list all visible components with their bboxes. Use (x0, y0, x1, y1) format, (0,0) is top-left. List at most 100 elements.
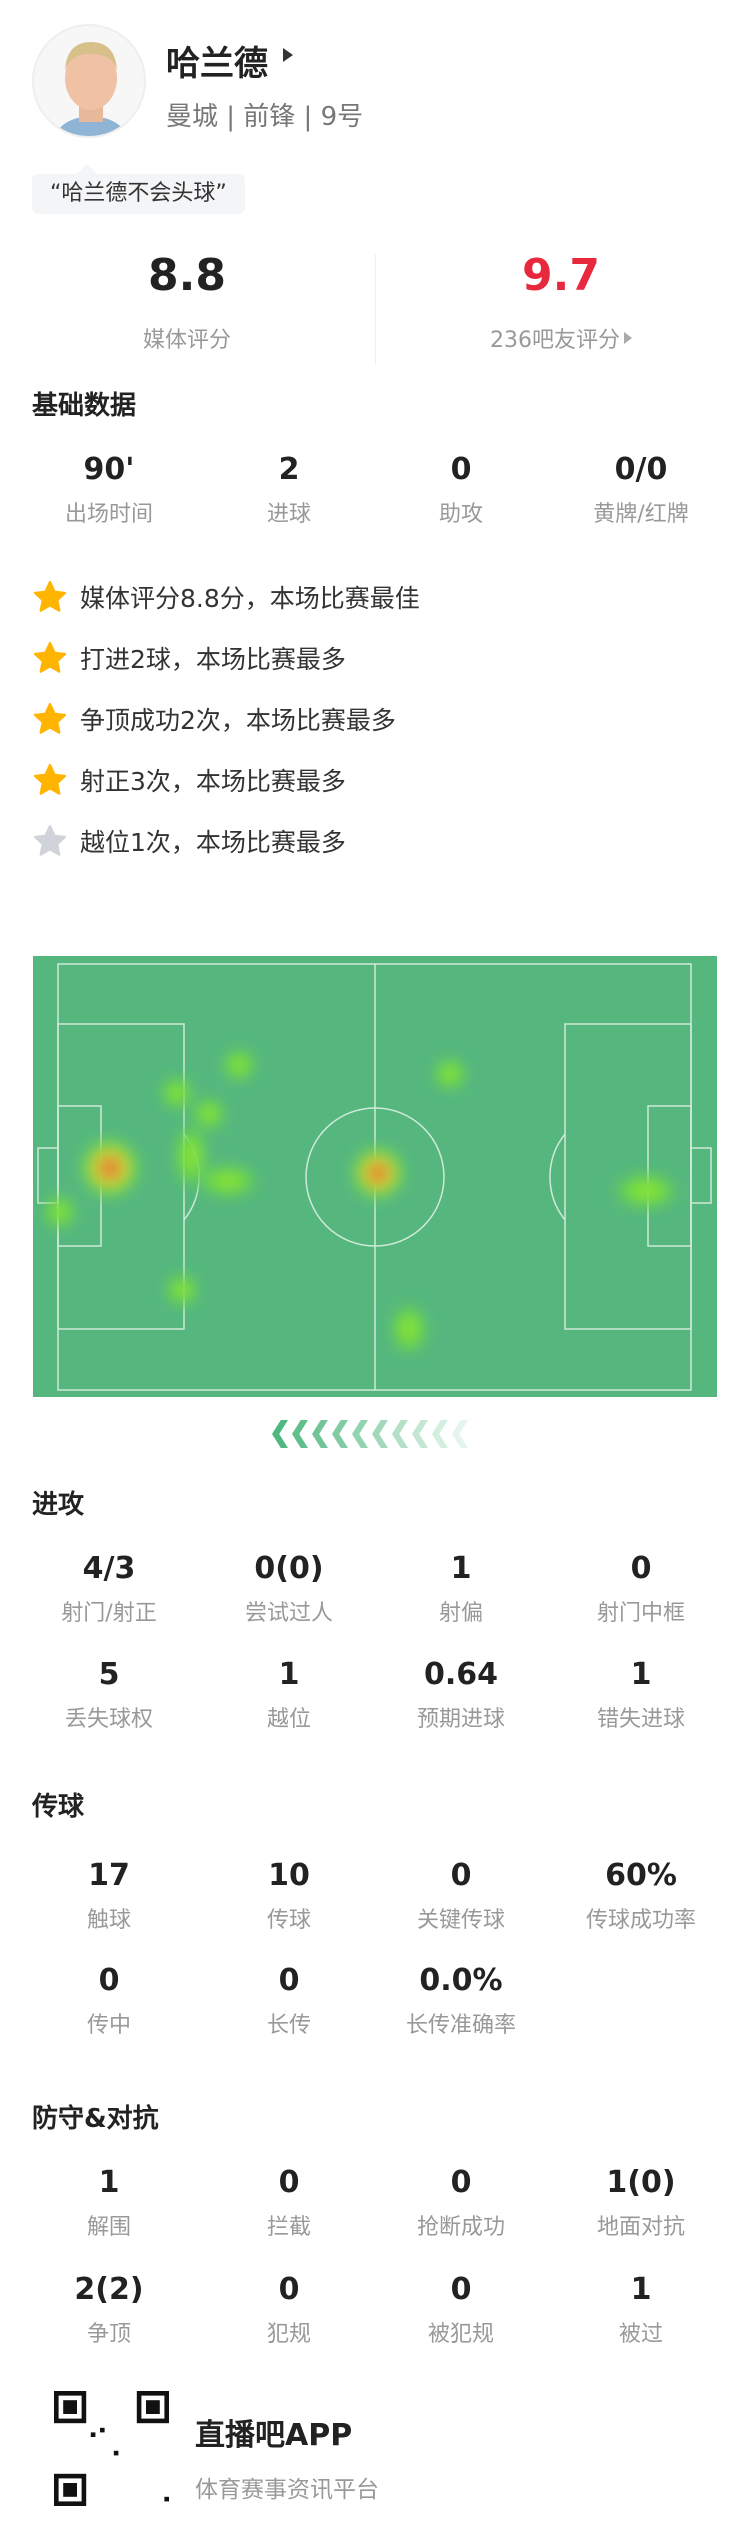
stat-value: 0.64 (423, 1657, 499, 1692)
stat-value: 0 (278, 2165, 300, 2200)
stat-label: 传球 (266, 1908, 311, 1933)
star-gold-icon (33, 702, 67, 734)
player-info: 曼城 | 前锋 | 9号 (166, 102, 364, 132)
stat-value: 0 (278, 2272, 300, 2307)
chevron-left-icon (372, 1420, 388, 1448)
media-rating: 8.8 (148, 250, 226, 301)
stat-value: 1 (450, 1551, 472, 1586)
star-silver-icon (33, 824, 67, 856)
stat-label: 长传 (266, 2013, 311, 2038)
highlight-item: 打进2球，本场比赛最多 (32, 640, 346, 676)
stat-value: 2 (278, 452, 300, 487)
chevron-left-icon (272, 1420, 288, 1448)
stat-value: 0 (450, 452, 472, 487)
chevron-left-icon (452, 1420, 468, 1448)
stat-value: 0 (450, 2272, 472, 2307)
chevron-left-icon (412, 1420, 428, 1448)
stat-value: 0 (278, 1963, 300, 1998)
stat-label: 射偏 (438, 1601, 483, 1626)
star-gold-icon (33, 763, 67, 795)
stat-label: 黄牌/红牌 (593, 502, 689, 527)
stat-label: 争顶 (86, 2322, 131, 2347)
stat-label: 射门中框 (596, 1601, 685, 1626)
highlight-item: 媒体评分8.8分，本场比赛最佳 (32, 579, 420, 615)
divider (375, 254, 376, 364)
stat-label: 丢失球权 (64, 1707, 153, 1732)
stat-label: 传中 (86, 2013, 131, 2038)
star-gold-icon (33, 580, 67, 612)
stat-value: 1 (630, 2272, 652, 2307)
chevron-left-icon (432, 1420, 448, 1448)
stat-value: 17 (88, 1858, 130, 1893)
stat-label: 拦截 (266, 2215, 311, 2240)
attack-direction-arrows (272, 1420, 472, 1448)
stat-value: 0 (630, 1551, 652, 1586)
fan-rating-link[interactable]: 236吧友评分 (411, 322, 711, 354)
star-gold-icon (33, 641, 67, 673)
app-name: 直播吧APP (195, 2418, 353, 2453)
section-title-attack: 进攻 (32, 1490, 85, 1520)
stat-value: 5 (98, 1657, 120, 1692)
highlight-text: 媒体评分8.8分，本场比赛最佳 (80, 584, 420, 613)
section-title-passing: 传球 (32, 1792, 85, 1822)
stat-value: 1 (278, 1657, 300, 1692)
media-rating-label: 媒体评分 (142, 328, 231, 353)
highlight-text: 射正3次，本场比赛最多 (80, 767, 346, 796)
chevron-left-icon (352, 1420, 368, 1448)
stat-label: 被犯规 (427, 2322, 494, 2347)
chevron-left-icon (312, 1420, 328, 1448)
stat-label: 越位 (266, 1707, 311, 1732)
section-title-basic: 基础数据 (32, 391, 137, 421)
stat-value: 1 (98, 2165, 120, 2200)
stat-label: 助攻 (438, 502, 483, 527)
stat-value: 2(2) (74, 2272, 144, 2307)
stat-value: 90' (83, 452, 135, 487)
highlight-text: 打进2球，本场比赛最多 (80, 645, 346, 674)
fan-rating: 9.7 (522, 250, 600, 301)
stat-label: 预期进球 (416, 1707, 505, 1732)
highlight-item: 越位1次，本场比赛最多 (32, 823, 346, 859)
quote-bubble: “哈兰德不会头球” (32, 164, 245, 214)
chevron-left-icon (332, 1420, 348, 1448)
caret-right-icon[interactable] (283, 48, 293, 62)
qr-code (54, 2391, 169, 2506)
stat-label: 解围 (86, 2215, 131, 2240)
player-name[interactable]: 哈兰德 (166, 44, 268, 84)
stat-label: 射门/射正 (61, 1601, 157, 1626)
highlight-text: 越位1次，本场比赛最多 (80, 828, 346, 857)
heatmap-pitch (33, 956, 717, 1397)
stat-label: 出场时间 (64, 502, 153, 527)
section-title-defense: 防守&对抗 (32, 2104, 159, 2134)
stat-value: 0 (98, 1963, 120, 1998)
caret-right-icon (624, 332, 632, 344)
stat-label: 错失进球 (596, 1707, 685, 1732)
stat-label: 长传准确率 (405, 2013, 516, 2038)
stat-value: 0/0 (614, 452, 668, 487)
stat-label: 抢断成功 (416, 2215, 505, 2240)
stat-label: 关键传球 (416, 1908, 505, 1933)
app-subtitle: 体育赛事资讯平台 (195, 2477, 379, 2503)
highlight-item: 争顶成功2次，本场比赛最多 (32, 701, 396, 737)
stat-value: 0(0) (254, 1551, 324, 1586)
stat-value: 0.0% (419, 1963, 503, 1998)
stat-label: 尝试过人 (244, 1601, 333, 1626)
stat-label: 被过 (618, 2322, 663, 2347)
stat-value: 1(0) (606, 2165, 676, 2200)
stat-value: 1 (630, 1657, 652, 1692)
stat-value: 60% (605, 1858, 677, 1893)
chevron-left-icon (292, 1420, 308, 1448)
highlight-item: 射正3次，本场比赛最多 (32, 762, 346, 798)
stat-value: 10 (268, 1858, 310, 1893)
player-avatar[interactable] (32, 24, 146, 138)
stat-value: 4/3 (82, 1551, 136, 1586)
stat-label: 地面对抗 (596, 2215, 685, 2240)
stat-value: 0 (450, 2165, 472, 2200)
stat-label: 犯规 (266, 2322, 311, 2347)
highlight-text: 争顶成功2次，本场比赛最多 (80, 706, 396, 735)
stat-label: 触球 (86, 1908, 131, 1933)
stat-label: 进球 (266, 502, 311, 527)
stat-value: 0 (450, 1858, 472, 1893)
chevron-left-icon (392, 1420, 408, 1448)
stat-label: 传球成功率 (585, 1908, 696, 1933)
fan-rating-label: 236吧友评分 (490, 328, 620, 353)
